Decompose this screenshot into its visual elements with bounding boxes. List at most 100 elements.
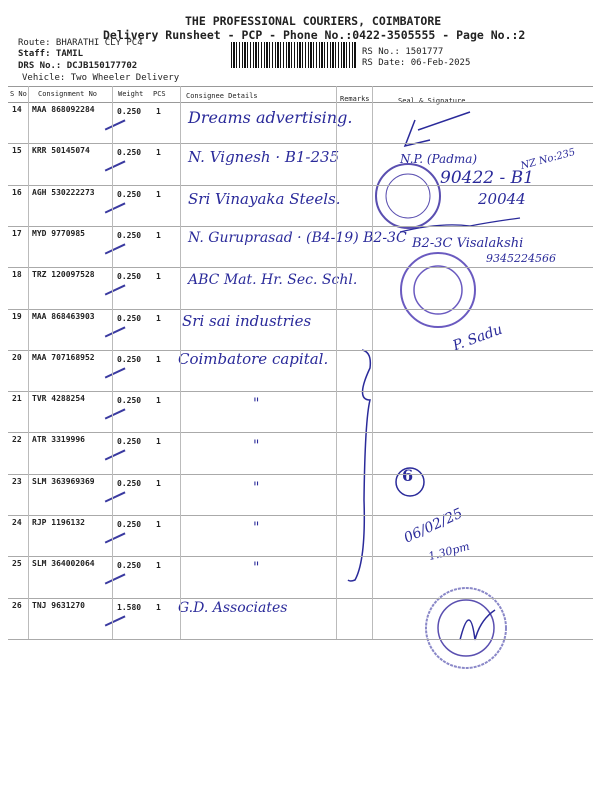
- consignee-26: G.D. Associates: [178, 600, 288, 616]
- col-sno: S No: [10, 90, 27, 98]
- col-remarks: Remarks: [340, 95, 370, 103]
- company-name: THE PROFESSIONAL COURIERS, COIMBATORE: [185, 14, 442, 28]
- row-divider: [8, 556, 593, 558]
- header-divider: [8, 102, 593, 103]
- weight-cell: 0.250: [117, 437, 142, 447]
- consignment-cell: ATR 3319996: [32, 435, 85, 445]
- column-divider: [180, 86, 181, 639]
- consignee-14: Dreams advertising.: [188, 108, 353, 127]
- pcs-cell: 1: [156, 189, 161, 199]
- weight-cell: 0.250: [117, 396, 142, 406]
- brace-mark: [347, 349, 372, 582]
- sno-cell: 24: [12, 518, 22, 527]
- sno-cell: 25: [12, 559, 22, 569]
- signature-16: 20044: [478, 190, 526, 208]
- column-divider: [336, 86, 337, 639]
- row-divider: [8, 391, 593, 393]
- sno-cell: 23: [12, 476, 22, 486]
- consignee-19: Sri sai industries: [182, 312, 312, 330]
- column-divider: [112, 86, 113, 639]
- signature-15: N.P. (Padma): [400, 152, 478, 166]
- column-divider: [28, 86, 29, 639]
- pcs-cell: 1: [156, 396, 161, 406]
- consignment-cell: AGH 530222273: [32, 187, 95, 197]
- sno-cell: 22: [12, 435, 22, 445]
- rs-date: RS Date: 06-Feb-2025: [362, 58, 471, 68]
- pcs-cell: 1: [156, 602, 161, 612]
- column-divider: [372, 86, 373, 639]
- sno-cell: 21: [12, 394, 22, 404]
- consignee-21: ": [253, 396, 260, 412]
- signature-14: [403, 111, 471, 148]
- weight-cell: 0.250: [117, 107, 142, 116]
- weight-cell: 1.580: [117, 602, 142, 612]
- consignment-cell: MYD 9770985: [32, 228, 85, 238]
- consignment-cell: SLM 363969369: [32, 476, 95, 486]
- consignment-cell: TVR 4288254: [32, 394, 85, 404]
- stamp-gd-associates: [425, 587, 507, 669]
- route: Route: BHARATHI CLY PC4: [18, 38, 143, 48]
- weight-cell: 0.250: [117, 520, 142, 529]
- barcode: [231, 42, 356, 68]
- consignment-cell: SLM 364002064: [32, 559, 95, 569]
- pcs-cell: 1: [156, 148, 161, 158]
- consignment-cell: KRR 50145074: [32, 146, 90, 156]
- pcs-cell: 1: [156, 272, 161, 282]
- col-consignment: Consignment No: [38, 90, 98, 98]
- weight-cell: 0.250: [117, 561, 142, 571]
- sno-cell: 26: [12, 600, 22, 610]
- row-divider: [8, 349, 593, 351]
- stamp-vinayaka-steels: [375, 163, 441, 229]
- weight-cell: 0.250: [117, 189, 142, 199]
- drs-number: DRS No.: DCJB150177702: [18, 61, 138, 71]
- pcs-cell: 1: [156, 313, 161, 323]
- consignee-16: Sri Vinayaka Steels.: [188, 190, 341, 208]
- signature-17-phone: 9345224566: [486, 252, 556, 265]
- stamp-abc-school: [400, 252, 476, 328]
- sno-cell: 17: [12, 228, 22, 238]
- runsheet-title: Delivery Runsheet - PCP - Phone No.:0422…: [103, 28, 526, 42]
- pcs-cell: 1: [156, 354, 161, 364]
- signature-17: B2-3C Visalakshi: [412, 236, 524, 251]
- pcs-cell: 1: [156, 107, 161, 116]
- col-seal: Seal & Signature: [398, 97, 466, 105]
- consignee-23: ": [253, 480, 260, 496]
- weight-cell: 0.250: [117, 313, 142, 323]
- pcs-cell: 1: [156, 520, 161, 529]
- staff: Staff: TAMIL: [18, 49, 84, 59]
- consignment-cell: MAA 707168952: [32, 352, 95, 362]
- row-divider: [8, 473, 593, 475]
- vehicle: Vehicle: Two Wheeler Delivery: [22, 73, 180, 83]
- pcs-cell: 1: [156, 478, 161, 488]
- sno-cell: 20: [12, 352, 22, 362]
- table-top-border: [8, 86, 593, 87]
- consignee-22: ": [253, 438, 260, 454]
- pcs-cell: 1: [156, 561, 161, 571]
- signature-26: [459, 609, 496, 641]
- consignee-15: N. Vignesh · B1-235: [188, 148, 340, 166]
- row-divider: [8, 143, 593, 145]
- consignment-cell: RJP 1196132: [32, 518, 85, 527]
- weight-cell: 0.250: [117, 272, 142, 282]
- row-divider: [8, 225, 593, 227]
- consignee-25: ": [253, 560, 260, 576]
- rs-number: RS No.: 1501777: [362, 47, 444, 57]
- pcs-cell: 1: [156, 437, 161, 447]
- col-pcs: PCS: [153, 90, 166, 98]
- row-divider: [8, 515, 593, 516]
- consignee-20: Coimbatore capital.: [178, 350, 329, 368]
- consignee-24: ": [253, 520, 260, 536]
- row-divider: [8, 597, 593, 599]
- row-divider: [8, 184, 593, 186]
- weight-cell: 0.250: [117, 354, 142, 364]
- weight-cell: 0.250: [117, 230, 142, 240]
- consignment-cell: TNJ 9631270: [32, 600, 85, 610]
- row-divider: [8, 432, 593, 434]
- row-divider: [8, 267, 593, 269]
- col-consignee: Consignee Details: [186, 92, 258, 100]
- consignee-17: N. Guruprasad · (B4-19) B2-3C: [188, 230, 407, 246]
- sno-cell: 15: [12, 146, 22, 156]
- weight-cell: 0.250: [117, 148, 142, 158]
- col-weight: Weight: [118, 90, 144, 98]
